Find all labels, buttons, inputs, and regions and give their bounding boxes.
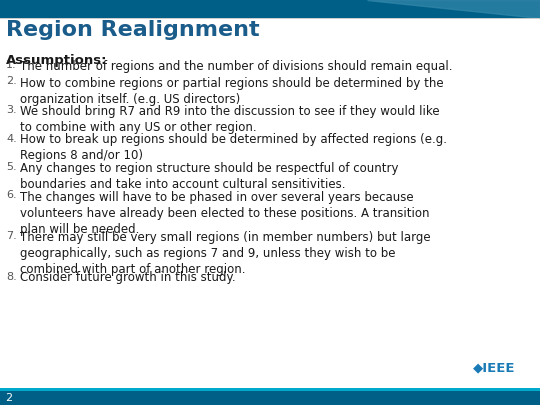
- Text: Consider future growth in this study.: Consider future growth in this study.: [20, 271, 235, 284]
- Text: There may still be very small regions (in member numbers) but large
geographical: There may still be very small regions (i…: [20, 231, 430, 276]
- Polygon shape: [367, 0, 540, 18]
- Text: Region Realignment: Region Realignment: [6, 20, 260, 40]
- Text: 4.: 4.: [6, 134, 17, 143]
- Text: 1.: 1.: [6, 60, 17, 70]
- Bar: [0, 391, 540, 405]
- Text: 2: 2: [5, 393, 12, 403]
- Text: Any changes to region structure should be respectful of country
boundaries and t: Any changes to region structure should b…: [20, 162, 399, 191]
- Text: ◆IEEE: ◆IEEE: [472, 362, 515, 375]
- Text: 5.: 5.: [6, 162, 17, 172]
- Text: 8.: 8.: [6, 271, 17, 281]
- Text: 2.: 2.: [6, 77, 17, 87]
- Text: We should bring R7 and R9 into the discussion to see if they would like
to combi: We should bring R7 and R9 into the discu…: [20, 105, 440, 134]
- Text: How to combine regions or partial regions should be determined by the
organizati: How to combine regions or partial region…: [20, 77, 444, 105]
- Bar: [0, 0, 540, 18]
- Bar: [0, 388, 540, 391]
- Text: 3.: 3.: [6, 105, 17, 115]
- Text: Assumptions:: Assumptions:: [6, 54, 107, 67]
- Text: 6.: 6.: [6, 190, 17, 200]
- Text: The number of regions and the number of divisions should remain equal.: The number of regions and the number of …: [20, 60, 453, 73]
- Text: How to break up regions should be determined by affected regions (e.g.
Regions 8: How to break up regions should be determ…: [20, 134, 447, 162]
- Text: The changes will have to be phased in over several years because
volunteers have: The changes will have to be phased in ov…: [20, 190, 429, 235]
- Bar: [0, 18, 540, 19]
- Text: 7.: 7.: [6, 231, 17, 241]
